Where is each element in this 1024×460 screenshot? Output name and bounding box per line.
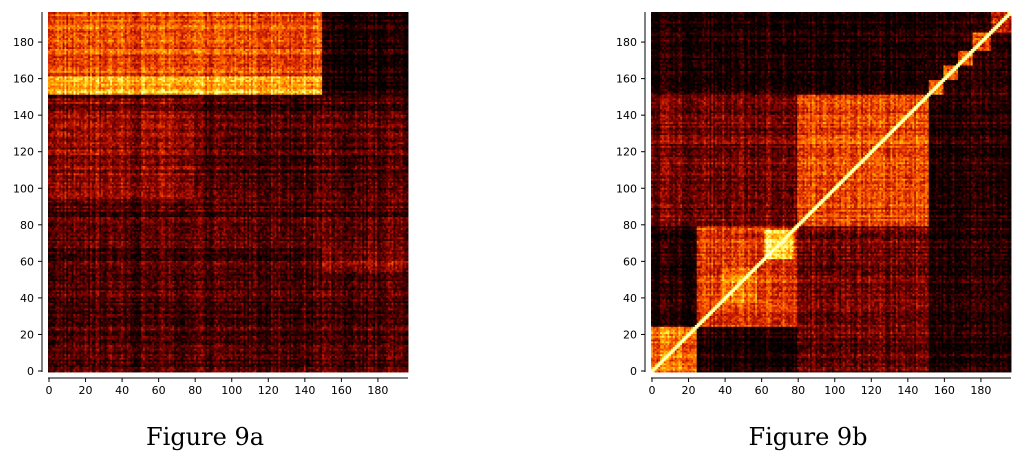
x-tick-label: 100 [221, 384, 242, 397]
y-tick-label: 20 [623, 328, 637, 341]
y-tick-label: 40 [20, 292, 34, 305]
y-tick-label: 0 [630, 365, 637, 378]
x-tick-label: 80 [188, 384, 202, 397]
x-tick-label: 0 [649, 384, 656, 397]
y-tick-label: 100 [616, 182, 637, 195]
y-tick-label: 100 [13, 182, 34, 195]
y-tick-label: 180 [616, 36, 637, 49]
x-tick-label: 180 [970, 384, 991, 397]
y-tick-label: 120 [616, 146, 637, 159]
y-tick-label: 140 [13, 109, 34, 122]
x-tick-label: 160 [934, 384, 955, 397]
figure-caption: Figure 9b [748, 423, 867, 451]
figure-caption: Figure 9a [146, 423, 264, 451]
y-tick-label: 0 [27, 365, 34, 378]
heatmap-cells [48, 12, 408, 372]
x-tick-label: 40 [115, 384, 129, 397]
x-tick-label: 20 [682, 384, 696, 397]
x-tick-label: 60 [755, 384, 769, 397]
x-tick-label: 0 [46, 384, 53, 397]
heatmap-cells [651, 12, 1011, 372]
x-tick-label: 180 [367, 384, 388, 397]
y-tick-label: 60 [623, 255, 637, 268]
y-tick-label: 120 [13, 146, 34, 159]
y-tick-label: 160 [616, 73, 637, 86]
y-tick-label: 20 [20, 328, 34, 341]
heatmap-panel-9b: 0 20 40 60 80 100 120 140 160 180 0 20 40 60 80 100 120 1… [616, 12, 1011, 451]
x-tick-label: 160 [331, 384, 352, 397]
heatmap-panel-9a: 0 20 40 60 80 100 120 140 160 180 0 20 40 60 80 100 120 1… [13, 12, 408, 451]
x-tick-label: 120 [258, 384, 279, 397]
x-tick-label: 120 [861, 384, 882, 397]
y-tick-label: 80 [623, 219, 637, 232]
x-tick-label: 140 [897, 384, 918, 397]
x-tick-label: 40 [718, 384, 732, 397]
y-tick-label: 140 [616, 109, 637, 122]
x-tick-label: 80 [791, 384, 805, 397]
y-tick-label: 160 [13, 73, 34, 86]
y-tick-label: 80 [20, 219, 34, 232]
x-tick-label: 100 [824, 384, 845, 397]
x-tick-label: 140 [294, 384, 315, 397]
y-tick-label: 40 [623, 292, 637, 305]
x-tick-label: 60 [152, 384, 166, 397]
y-tick-label: 180 [13, 36, 34, 49]
y-tick-label: 60 [20, 255, 34, 268]
x-tick-label: 20 [79, 384, 93, 397]
